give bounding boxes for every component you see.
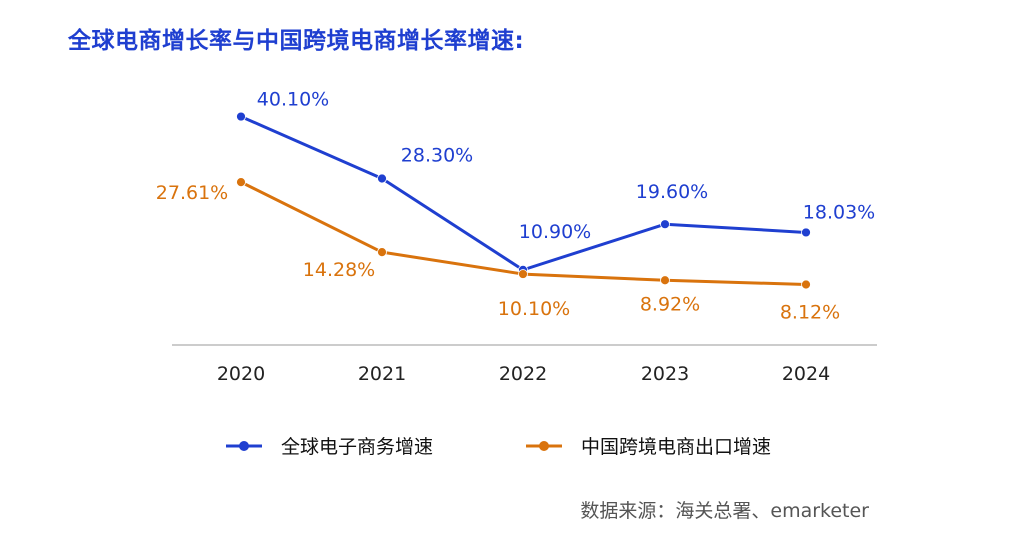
data-point <box>236 177 246 188</box>
data-label: 14.28% <box>303 259 375 281</box>
legend-marker <box>239 441 249 451</box>
data-point <box>236 111 246 122</box>
data-label: 10.10% <box>498 298 570 320</box>
data-label: 19.60% <box>636 181 708 203</box>
data-label: 10.90% <box>519 221 591 243</box>
legend-label: 中国跨境电商出口增速 <box>581 436 771 458</box>
data-point <box>518 269 528 279</box>
data-point <box>801 279 811 290</box>
data-label: 40.10% <box>257 89 329 111</box>
data-label: 27.61% <box>156 182 228 204</box>
source-note: 数据来源：海关总署、emarketer <box>580 500 869 522</box>
series-line <box>240 115 807 272</box>
data-point <box>377 247 387 258</box>
chart-title: 全球电商增长率与中国跨境电商增长率增速: <box>68 28 525 54</box>
data-point <box>377 173 387 184</box>
x-tick-label: 2020 <box>217 363 265 385</box>
data-point <box>660 275 670 286</box>
legend-marker <box>539 441 549 451</box>
x-tick-label: 2022 <box>499 363 547 385</box>
x-tick-label: 2024 <box>782 363 830 385</box>
data-point <box>660 219 670 230</box>
data-label: 8.92% <box>640 293 700 315</box>
legend-label: 全球电子商务增速 <box>281 436 433 458</box>
data-label: 18.03% <box>803 201 875 223</box>
x-tick-label: 2021 <box>358 363 406 385</box>
data-label: 28.30% <box>401 145 473 167</box>
data-label: 8.12% <box>780 301 840 323</box>
x-tick-label: 2023 <box>641 363 689 385</box>
data-point <box>801 227 811 238</box>
